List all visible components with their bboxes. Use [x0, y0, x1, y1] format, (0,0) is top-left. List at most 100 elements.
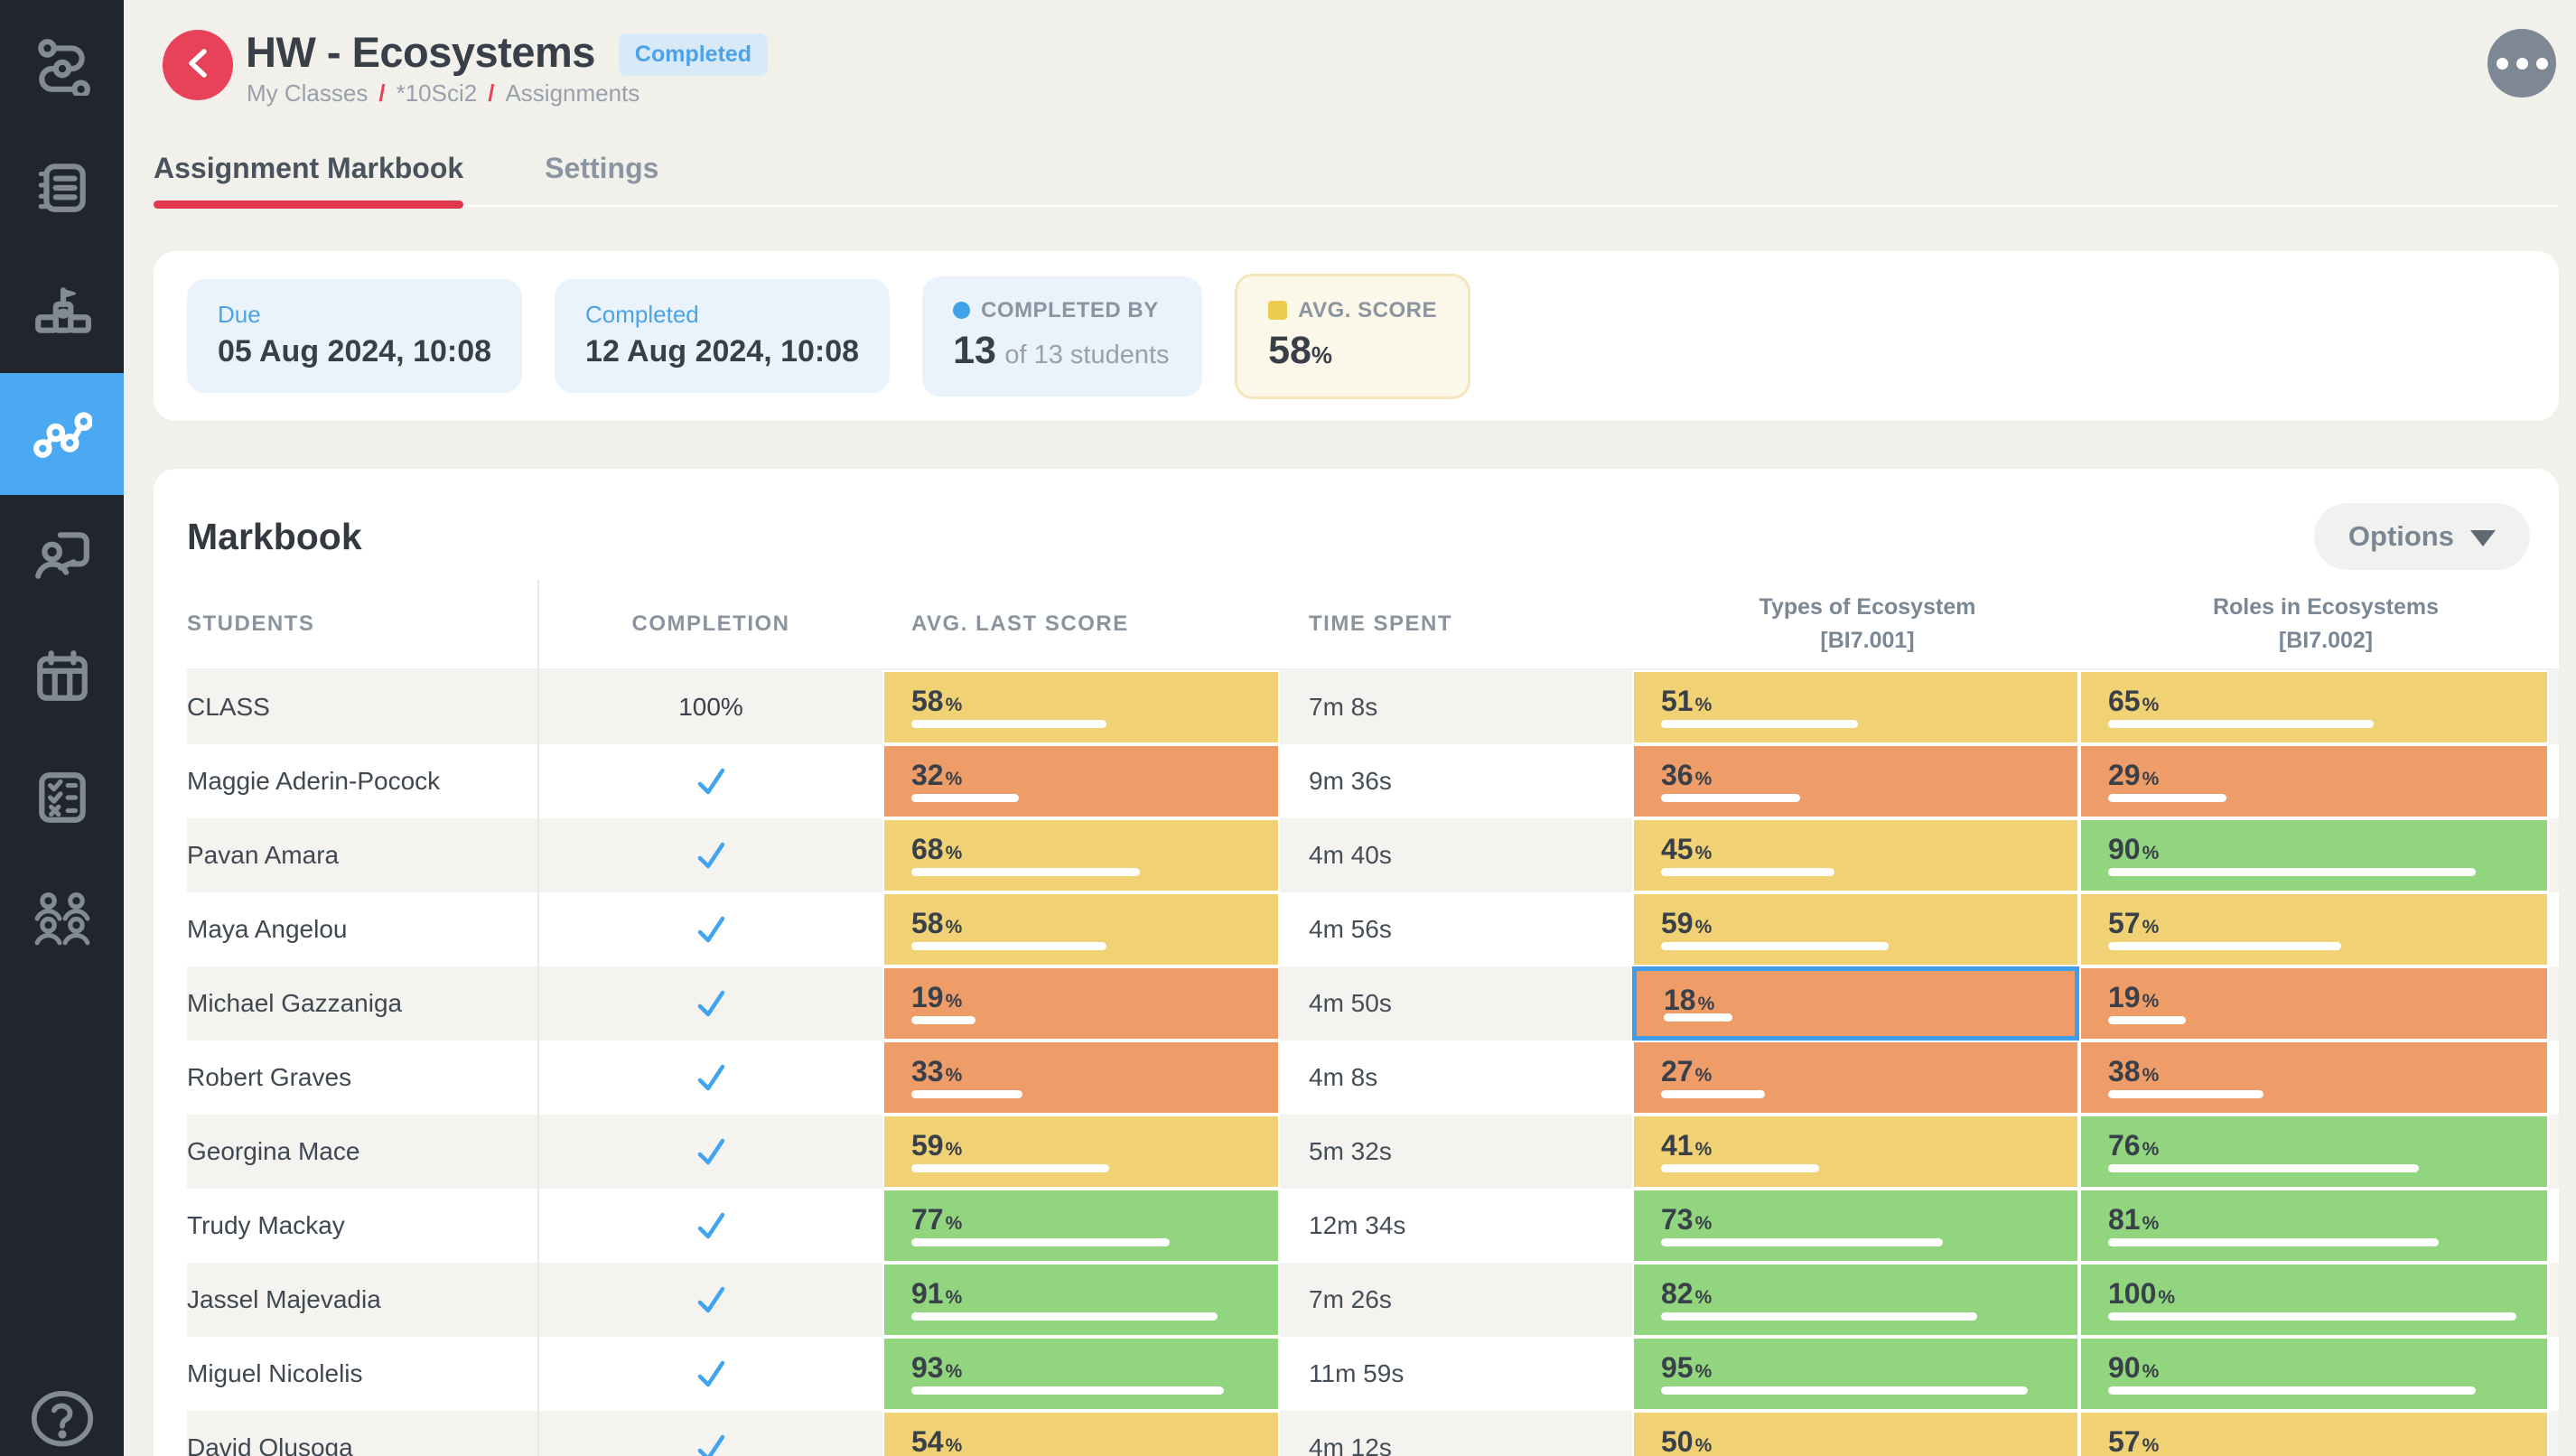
score-progress-bar [911, 868, 1247, 876]
avg-last-score-cell[interactable]: 93% [882, 1337, 1280, 1411]
avg-last-score-cell[interactable]: 58% [882, 670, 1280, 744]
objective2-score-cell[interactable]: 76% [2079, 1115, 2549, 1189]
options-button[interactable]: Options [2313, 503, 2530, 570]
objective1-score-cell[interactable]: 41% [1632, 1115, 2079, 1189]
score-progress-bar [911, 794, 1247, 802]
objective1-score-cell[interactable]: 18% [1632, 966, 2079, 1041]
score-value: 51 [1661, 685, 1694, 717]
check-icon [697, 768, 725, 795]
sidebar-item-community[interactable] [0, 861, 124, 983]
score-progress-bar [911, 720, 1247, 728]
completion-cell: 100% [539, 670, 882, 744]
sidebar-item-journey[interactable] [0, 7, 124, 129]
col-header-avg-last-score: AVG. LAST SCORE [911, 611, 1129, 636]
score-progress-bar [1661, 720, 2047, 728]
objective2-score-cell[interactable]: 90% [2079, 1337, 2549, 1411]
sidebar-item-planner[interactable] [0, 129, 124, 251]
breadcrumb-separator: / [488, 79, 495, 107]
completion-percentage: 100% [678, 693, 743, 721]
objective1-score-cell[interactable]: 73% [1632, 1189, 2079, 1263]
time-spent-value: 7m 26s [1309, 1285, 1392, 1313]
due-label: Due [218, 301, 261, 328]
completion-cell [539, 892, 882, 966]
student-name-cell[interactable]: Robert Graves [187, 1041, 539, 1115]
avg-last-score-cell[interactable]: 77% [882, 1189, 1280, 1263]
tab-settings[interactable]: Settings [545, 152, 659, 184]
completion-cell [539, 818, 882, 892]
objective2-score-cell[interactable]: 81% [2079, 1189, 2549, 1263]
objective1-score-cell[interactable]: 45% [1632, 818, 2079, 892]
student-name-cell[interactable]: Maggie Aderin-Pocock [187, 744, 539, 818]
ellipsis-icon [2515, 57, 2528, 70]
student-name: CLASS [187, 693, 270, 721]
score-value: 59 [1661, 907, 1694, 939]
avg-last-score-cell[interactable]: 91% [882, 1263, 1280, 1337]
time-spent-value: 9m 36s [1309, 767, 1392, 795]
tab-assignment-markbook[interactable]: Assignment Markbook [154, 152, 464, 209]
sidebar-item-teacher[interactable] [0, 495, 124, 617]
breadcrumb-class[interactable]: *10Sci2 [396, 79, 478, 107]
student-name-cell[interactable]: Georgina Mace [187, 1115, 539, 1189]
objective1-score-cell[interactable]: 50% [1632, 1411, 2079, 1456]
col-header-objective2[interactable]: Roles in Ecosystems [BI7.002] [2212, 593, 2440, 653]
back-button[interactable] [163, 30, 233, 100]
sidebar-item-analytics[interactable] [0, 373, 124, 495]
sidebar-item-calendar[interactable] [0, 617, 124, 739]
score-value: 82 [1661, 1277, 1694, 1310]
objective2-score-cell[interactable]: 29% [2079, 744, 2549, 818]
breadcrumb-my-classes[interactable]: My Classes [247, 79, 369, 107]
objective1-score-cell[interactable]: 95% [1632, 1337, 2079, 1411]
avg-last-score-cell[interactable]: 54% [882, 1411, 1280, 1456]
objective2-score-cell[interactable]: 57% [2079, 892, 2549, 966]
check-icon [697, 842, 725, 869]
objective2-score-cell[interactable]: 90% [2079, 818, 2549, 892]
student-name-cell[interactable]: Jassel Majevadia [187, 1263, 539, 1337]
table-row: Jassel Majevadia 91% 7m 26s 82% 100% [187, 1263, 2559, 1337]
avg-last-score-cell[interactable]: 33% [882, 1041, 1280, 1115]
time-spent-cell: 4m 8s [1280, 1041, 1632, 1115]
sidebar-item-leaderboard[interactable] [0, 251, 124, 373]
objective2-score-cell[interactable]: 38% [2079, 1041, 2549, 1115]
objective1-score-cell[interactable]: 27% [1632, 1041, 2079, 1115]
score-progress-bar [2108, 720, 2516, 728]
markbook-title: Markbook [187, 515, 362, 557]
objective1-score-cell[interactable]: 59% [1632, 892, 2079, 966]
sidebar-item-checklist[interactable] [0, 739, 124, 861]
table-row: CLASS 100% 58% 7m 8s 51% 65% [187, 670, 2559, 744]
score-value: 29 [2108, 759, 2141, 791]
objective1-score-cell[interactable]: 82% [1632, 1263, 2079, 1337]
score-progress-bar [1661, 1386, 2047, 1395]
col-header-objective1[interactable]: Types of Ecosystem [BI7.001] [1759, 593, 1976, 653]
score-value: 58 [911, 685, 944, 717]
student-name-cell[interactable]: Maya Angelou [187, 892, 539, 966]
objective2-score-cell[interactable]: 100% [2079, 1263, 2549, 1337]
objective1-score-cell[interactable]: 51% [1632, 670, 2079, 744]
score-value: 100 [2108, 1277, 2157, 1310]
student-name-cell[interactable]: Pavan Amara [187, 818, 539, 892]
avg-last-score-cell[interactable]: 58% [882, 892, 1280, 966]
breadcrumb-assignments[interactable]: Assignments [505, 79, 640, 107]
sidebar-item-help[interactable] [0, 1387, 124, 1456]
avg-last-score-cell[interactable]: 19% [882, 966, 1280, 1041]
score-progress-bar [2108, 1312, 2516, 1321]
avg-last-score-cell[interactable]: 59% [882, 1115, 1280, 1189]
breadcrumb: My Classes / *10Sci2 / Assignments [247, 79, 639, 107]
student-name-cell[interactable]: Michael Gazzaniga [187, 966, 539, 1041]
objective2-score-cell[interactable]: 65% [2079, 670, 2549, 744]
student-name-cell[interactable]: David Olusoga [187, 1411, 539, 1456]
avg-last-score-cell[interactable]: 68% [882, 818, 1280, 892]
score-progress-bar [2108, 1164, 2516, 1172]
student-name-cell[interactable]: Miguel Nicolelis [187, 1337, 539, 1411]
student-name-cell[interactable]: Trudy Mackay [187, 1189, 539, 1263]
sidebar [0, 0, 124, 1456]
objective2-score-cell[interactable]: 19% [2079, 966, 2549, 1041]
student-name-cell[interactable]: CLASS [187, 670, 539, 744]
more-options-button[interactable] [2487, 29, 2556, 98]
objective1-score-cell[interactable]: 36% [1632, 744, 2079, 818]
avg-score-label: AVG. SCORE [1268, 298, 1437, 323]
objective2-score-cell[interactable]: 57% [2079, 1411, 2549, 1456]
avg-last-score-cell[interactable]: 32% [882, 744, 1280, 818]
journey-icon [33, 36, 92, 100]
score-progress-bar [1661, 1090, 2047, 1098]
time-spent-value: 7m 8s [1309, 693, 1378, 721]
